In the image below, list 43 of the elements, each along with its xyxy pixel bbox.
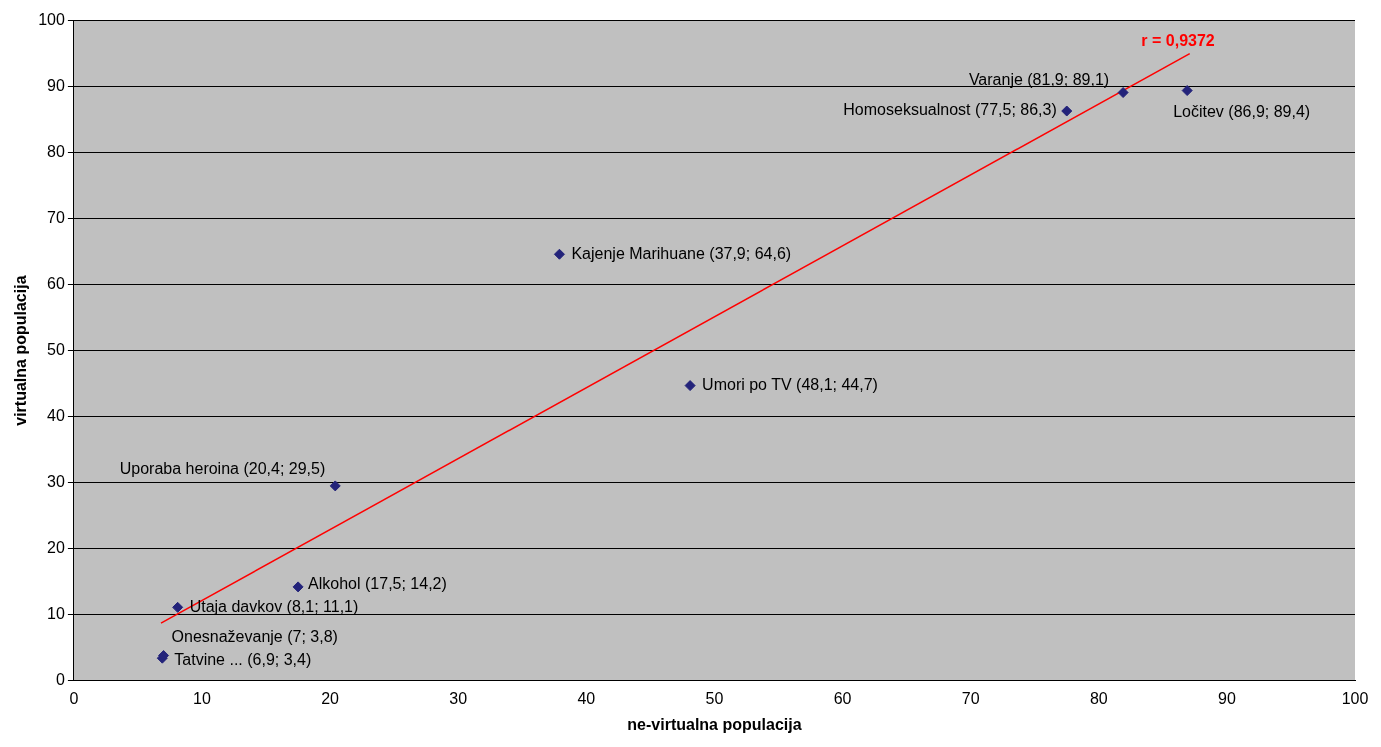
annotation: Umori po TV (48,1; 44,7)	[702, 375, 878, 393]
x-tick-label: 0	[69, 689, 79, 707]
annotation: Uporaba heroina (20,4; 29,5)	[119, 460, 326, 478]
y-tick-label: 60	[47, 275, 65, 293]
y-tick-label: 100	[38, 11, 65, 29]
annotation: Ločitev (86,9; 89,4)	[1173, 102, 1311, 120]
x-axis-title: ne-virtualna populacija	[627, 715, 802, 733]
y-axis-title: virtualna populacija	[12, 275, 30, 426]
point	[1181, 85, 1193, 97]
annotation: Varanje (81,9; 89,1)	[968, 70, 1110, 88]
point	[292, 581, 304, 593]
annotation: Homoseksualnost (77,5; 86,3)	[843, 101, 1057, 119]
y-tick-label: 10	[47, 605, 65, 623]
x-tick-label: 30	[449, 689, 468, 707]
annotation: Kajenje Marihuane (37,9; 64,6)	[571, 244, 792, 262]
y-tick-label: 20	[47, 539, 65, 557]
x-tick-label: 10	[193, 689, 212, 707]
y-tick-label: 90	[47, 77, 65, 95]
annotation: r = 0,9372	[1141, 32, 1215, 50]
y-tick-label: 30	[47, 473, 65, 491]
x-tick-label: 50	[705, 689, 724, 707]
point	[684, 380, 696, 392]
y-tick-label: 0	[55, 671, 65, 689]
y-tick-label: 50	[47, 341, 65, 359]
annotation: Onesnaževanje (7; 3,8)	[171, 627, 338, 645]
point	[1061, 105, 1073, 117]
point	[329, 480, 341, 492]
x-tick-label: 90	[1217, 689, 1236, 707]
point	[172, 601, 184, 613]
x-tick-label: 70	[961, 689, 980, 707]
annotation: Tatvine ... (6,9; 3,4)	[174, 650, 312, 668]
y-tick-label: 70	[47, 209, 65, 227]
x-tick-label: 20	[321, 689, 340, 707]
annotation: Utaja davkov (8,1; 11,1)	[189, 597, 359, 615]
y-tick-label: 40	[47, 407, 65, 425]
annotation: Alkohol (17,5; 14,2)	[308, 575, 447, 593]
point	[553, 248, 565, 260]
x-tick-label: 100	[1341, 689, 1369, 707]
y-tick-label: 80	[47, 143, 65, 161]
point	[1117, 87, 1129, 99]
x-tick-label: 80	[1089, 689, 1108, 707]
x-tick-label: 60	[833, 689, 852, 707]
x-tick-label: 40	[577, 689, 596, 707]
